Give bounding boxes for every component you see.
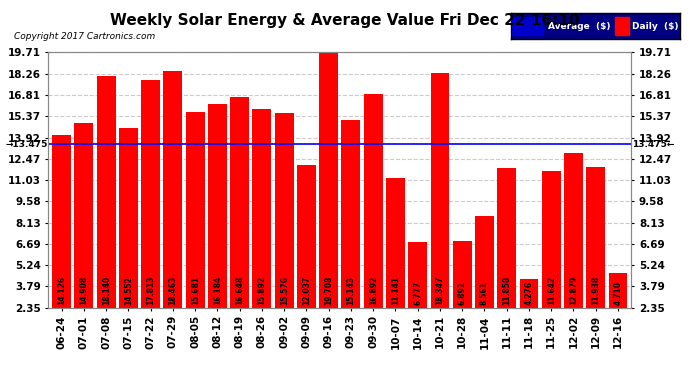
- Bar: [75, 123, 93, 308]
- Text: 15.576: 15.576: [279, 276, 288, 305]
- Text: 11.938: 11.938: [591, 276, 600, 305]
- Bar: [164, 71, 182, 308]
- Bar: [297, 165, 316, 308]
- Text: 19.708: 19.708: [324, 276, 333, 305]
- Bar: [230, 98, 249, 308]
- Text: 18.463: 18.463: [168, 276, 177, 305]
- Text: 16.184: 16.184: [213, 276, 222, 305]
- Bar: [564, 153, 583, 308]
- Bar: [208, 104, 227, 308]
- Bar: [52, 135, 71, 308]
- Text: 11.858: 11.858: [502, 276, 511, 305]
- Text: 17.813: 17.813: [146, 276, 155, 305]
- Bar: [364, 94, 383, 308]
- Bar: [512, 17, 543, 36]
- Bar: [141, 80, 160, 308]
- Text: 14.126: 14.126: [57, 276, 66, 305]
- Bar: [431, 72, 449, 308]
- Text: 8.561: 8.561: [480, 281, 489, 305]
- Bar: [386, 178, 405, 308]
- Text: 16.648: 16.648: [235, 276, 244, 305]
- Bar: [609, 273, 627, 308]
- Text: Daily  ($): Daily ($): [632, 22, 679, 31]
- Text: 14.552: 14.552: [124, 276, 133, 305]
- Text: 11.642: 11.642: [546, 276, 555, 305]
- Text: 15.143: 15.143: [346, 276, 355, 305]
- Bar: [119, 128, 138, 308]
- Text: 15.892: 15.892: [257, 276, 266, 305]
- Text: 16.892: 16.892: [368, 276, 377, 305]
- Bar: [542, 171, 561, 308]
- Bar: [453, 241, 472, 308]
- Text: 6.777: 6.777: [413, 281, 422, 305]
- Text: 18.347: 18.347: [435, 276, 444, 305]
- Bar: [408, 243, 427, 308]
- Text: 6.891: 6.891: [457, 281, 466, 305]
- Text: →13.475: →13.475: [6, 140, 48, 148]
- Bar: [319, 53, 338, 308]
- Text: 12.037: 12.037: [302, 276, 311, 305]
- Bar: [497, 168, 516, 308]
- Text: 11.141: 11.141: [391, 276, 400, 305]
- Text: 14.908: 14.908: [79, 276, 88, 305]
- Text: Weekly Solar Energy & Average Value Fri Dec 22 16:10: Weekly Solar Energy & Average Value Fri …: [110, 13, 580, 28]
- Bar: [97, 75, 116, 308]
- Bar: [586, 166, 605, 308]
- Text: Copyright 2017 Cartronics.com: Copyright 2017 Cartronics.com: [14, 32, 155, 41]
- Text: 13.475←: 13.475←: [632, 140, 674, 148]
- Text: 4.276: 4.276: [524, 281, 533, 305]
- Text: 12.879: 12.879: [569, 276, 578, 305]
- Bar: [475, 216, 494, 308]
- Bar: [275, 113, 294, 308]
- Text: Average  ($): Average ($): [548, 22, 610, 31]
- Bar: [520, 279, 538, 308]
- Bar: [615, 17, 629, 36]
- Bar: [186, 112, 205, 308]
- Text: 15.681: 15.681: [190, 276, 199, 305]
- Text: 18.140: 18.140: [101, 276, 110, 305]
- Bar: [342, 120, 360, 308]
- Bar: [253, 109, 271, 308]
- Text: 4.710: 4.710: [613, 281, 622, 305]
